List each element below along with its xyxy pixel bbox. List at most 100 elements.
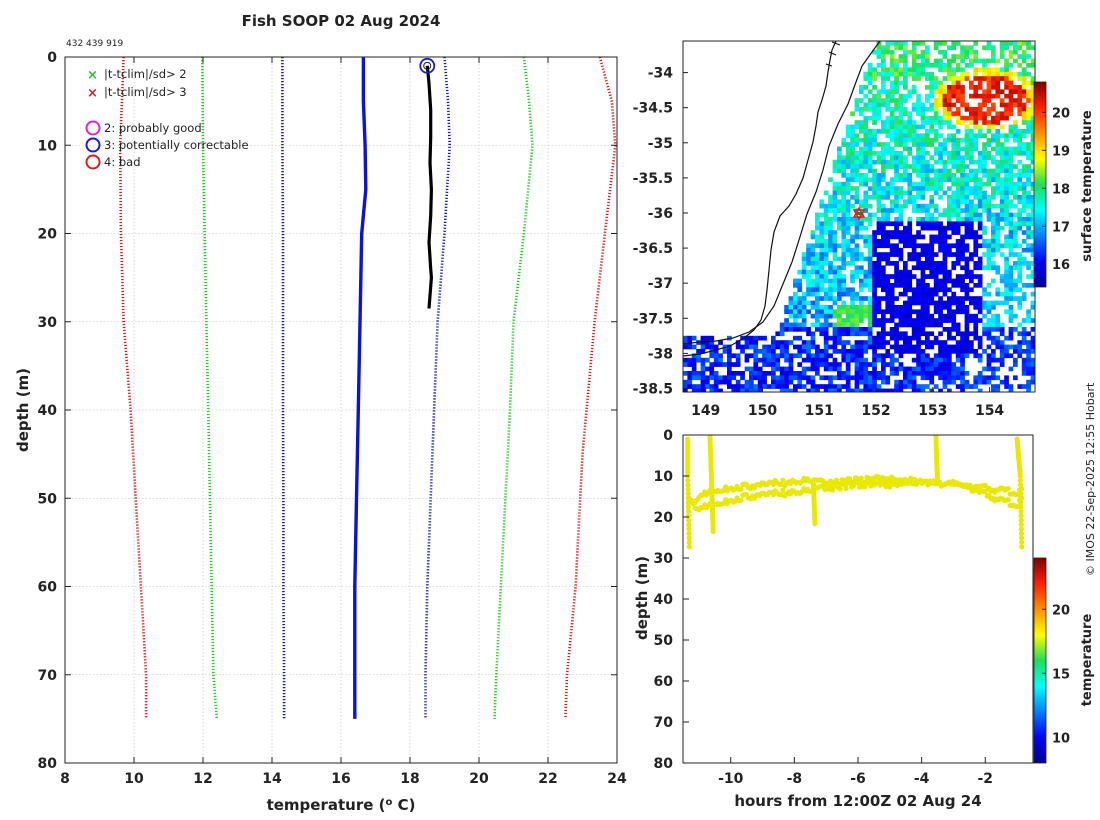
map-sst-cell bbox=[881, 71, 886, 77]
map-sst-cell bbox=[929, 322, 935, 328]
map-sst-cell bbox=[947, 137, 952, 143]
map-sst-cell bbox=[867, 67, 873, 73]
map-sst-cell bbox=[964, 146, 970, 152]
map-sst-cell bbox=[960, 195, 965, 200]
map-sst-cell bbox=[925, 265, 930, 271]
depth-time-point bbox=[690, 501, 696, 507]
map-sst-cell bbox=[832, 208, 838, 213]
map-sst-cell bbox=[977, 129, 983, 134]
map-sst-cell bbox=[854, 221, 860, 227]
map-sst-cell bbox=[872, 49, 877, 55]
map-sst-cell bbox=[845, 322, 851, 328]
map-sst-cell bbox=[1026, 261, 1031, 266]
map-sst-cell bbox=[986, 107, 992, 112]
map-sst-cell bbox=[832, 349, 838, 354]
map-sst-cell bbox=[907, 120, 913, 125]
map-sst-cell bbox=[929, 357, 935, 363]
map-sst-cell bbox=[837, 384, 842, 389]
map-sst-cell bbox=[850, 269, 855, 275]
map-sst-cell bbox=[920, 296, 926, 301]
map-sst-cell bbox=[916, 76, 921, 81]
map-sst-cell bbox=[850, 375, 855, 381]
map-sst-cell bbox=[881, 287, 886, 293]
map-sst-cell bbox=[718, 362, 723, 367]
map-sst-cell bbox=[841, 274, 847, 279]
map-sst-cell bbox=[1008, 212, 1014, 218]
map-sst-cell bbox=[911, 357, 917, 363]
map-sst-cell bbox=[898, 111, 904, 117]
map-sst-cell bbox=[933, 98, 939, 103]
map-sst-cell bbox=[898, 221, 904, 227]
map-sst-cell bbox=[832, 164, 838, 169]
map-sst-cell bbox=[854, 195, 860, 200]
map-sst-cell bbox=[1017, 225, 1023, 231]
profile-xtick-label: 18 bbox=[400, 771, 419, 787]
depth-time-xlabel: hours from 12:00Z 02 Aug 24 bbox=[734, 792, 981, 810]
map-sst-cell bbox=[933, 335, 939, 341]
map-sst-cell bbox=[986, 45, 992, 51]
map-sst-cell bbox=[850, 234, 855, 240]
map-sst-cell bbox=[876, 45, 882, 51]
map-sst-cell bbox=[854, 265, 860, 271]
map-sst-cell bbox=[872, 177, 877, 183]
map-sst-cell bbox=[872, 366, 877, 372]
map-sst-cell bbox=[797, 335, 803, 341]
map-sst-cell bbox=[872, 269, 877, 275]
map-sst-cell bbox=[1008, 335, 1014, 341]
map-sst-cell bbox=[903, 278, 908, 284]
map-sst-cell bbox=[806, 349, 811, 354]
map-sst-cell bbox=[951, 344, 957, 350]
map-sst-cell bbox=[889, 186, 895, 191]
map-sst-cell bbox=[881, 217, 886, 222]
map-sst-cell bbox=[885, 243, 891, 249]
map-ytick-label: -34 bbox=[648, 66, 674, 82]
map-sst-cell bbox=[793, 388, 798, 392]
map-sst-cell bbox=[925, 375, 930, 381]
map-sst-cell bbox=[876, 129, 882, 134]
map-sst-cell bbox=[876, 335, 882, 341]
depth-time-point bbox=[858, 475, 864, 481]
map-sst-cell bbox=[964, 318, 970, 323]
map-sst-cell bbox=[951, 155, 957, 161]
map-sst-cell bbox=[1008, 41, 1014, 46]
map-sst-cell bbox=[938, 331, 943, 337]
map-sst-cell bbox=[999, 177, 1005, 183]
map-sst-cell bbox=[977, 181, 983, 187]
map-sst-cell bbox=[823, 217, 829, 222]
map-sst-cell bbox=[845, 309, 851, 315]
map-sst-cell bbox=[1030, 243, 1035, 249]
map-sst-cell bbox=[753, 388, 759, 392]
map-sst-cell bbox=[859, 362, 864, 367]
map-sst-cell bbox=[969, 384, 974, 389]
map-sst-cell bbox=[1021, 120, 1027, 125]
map-sst-cell bbox=[964, 296, 970, 301]
map-sst-cell bbox=[1013, 344, 1018, 350]
map-sst-cell bbox=[771, 362, 776, 367]
map-sst-cell bbox=[973, 261, 979, 266]
map-sst-cell bbox=[881, 283, 886, 288]
map-sst-cell bbox=[854, 168, 860, 174]
map-sst-cell bbox=[700, 379, 706, 385]
map-sst-cell bbox=[907, 173, 913, 178]
map-sst-cell bbox=[916, 173, 921, 178]
map-sst-cell bbox=[969, 234, 974, 240]
map-sst-cell bbox=[986, 366, 992, 372]
map-sst-cell bbox=[854, 142, 860, 147]
map-sst-cell bbox=[859, 89, 864, 95]
map-sst-cell bbox=[907, 283, 913, 288]
map-sst-cell bbox=[837, 225, 842, 231]
map-sst-cell bbox=[920, 217, 926, 222]
map-sst-cell bbox=[995, 344, 1001, 350]
depth-time-excursion-point bbox=[1018, 522, 1024, 528]
map-sst-cell bbox=[894, 151, 899, 156]
map-sst-cell bbox=[938, 362, 943, 367]
map-sst-cell bbox=[938, 89, 943, 95]
map-sst-cell bbox=[977, 305, 983, 310]
map-sst-cell bbox=[841, 318, 847, 323]
map-sst-cell bbox=[832, 190, 838, 196]
map-sst-cell bbox=[991, 357, 996, 363]
map-sst-cell bbox=[991, 80, 996, 86]
map-sst-cell bbox=[881, 274, 886, 279]
